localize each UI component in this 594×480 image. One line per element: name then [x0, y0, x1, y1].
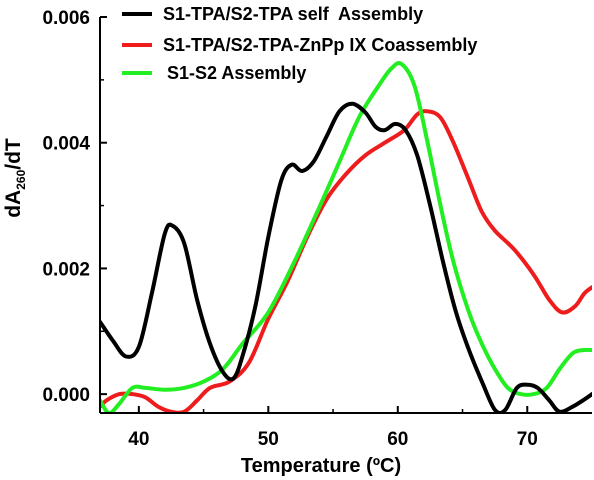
y-tick-label: 0.004: [42, 134, 90, 155]
axes: [99, 17, 592, 414]
x-tick-label: 70: [517, 429, 538, 450]
y-tick-label: 0.002: [42, 259, 90, 280]
x-tick-label: 40: [128, 429, 149, 450]
legend-label-1: S1-TPA/S2-TPA self Assembly: [163, 4, 423, 24]
legend-label-2: S1-TPA/S2-TPA-ZnPp IX Coassembly: [163, 35, 477, 55]
x-tick-label: 60: [387, 429, 408, 450]
y-axis-title-main: dA: [2, 190, 25, 218]
y-axis-title-sub: 260: [14, 169, 28, 189]
series-line-3: [100, 61, 592, 413]
series-line-2: [100, 109, 592, 413]
legend: S1-TPA/S2-TPA self Assembly S1-TPA/S2-TPA…: [122, 4, 477, 83]
ticks: 0.000 0.002 0.004 0.006 40 50 60 70: [42, 8, 537, 450]
y-axis-title: dA260/dT: [2, 138, 28, 218]
y-tick-label: 0.000: [42, 385, 90, 406]
y-tick-label: 0.006: [42, 8, 90, 29]
y-axis-title-tail: /dT: [2, 138, 25, 170]
x-tick-label: 50: [258, 429, 279, 450]
plot-lines: [100, 61, 592, 413]
series-line-1: [100, 101, 592, 413]
x-axis-title: Temperature (ºC): [241, 455, 401, 477]
legend-label-3: S1-S2 Assembly: [167, 63, 306, 83]
